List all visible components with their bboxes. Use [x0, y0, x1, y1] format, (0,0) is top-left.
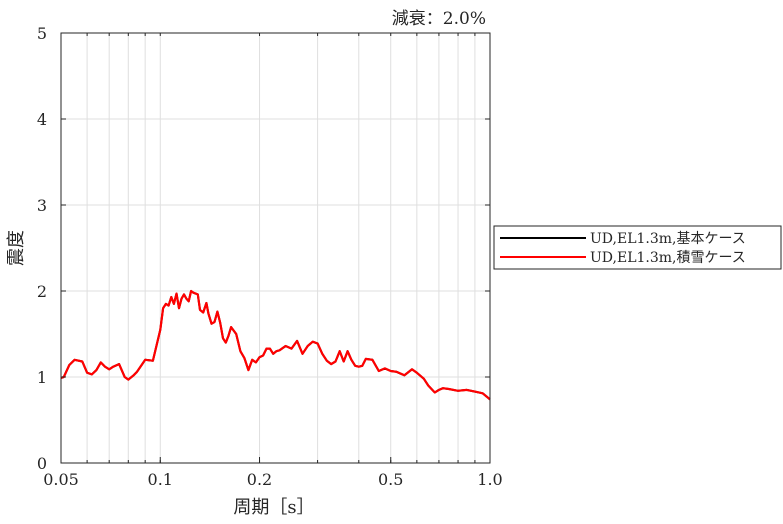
damping-annotation: 減衰：2.0% — [392, 9, 486, 29]
x-tick-label: 0.5 — [378, 470, 403, 489]
legend-label-base: UD,EL1.3m,基本ケース — [590, 230, 746, 247]
series-line-snow-case — [60, 289, 491, 401]
x-tick-label: 0.2 — [247, 470, 272, 489]
y-tick-label: 2 — [37, 282, 47, 301]
tick-layer: 0.05 0.1 0.2 0.5 1.0 0 1 2 3 4 5 — [37, 24, 503, 489]
grid-layer — [61, 33, 490, 463]
series-layer — [60, 289, 491, 401]
x-tick-label: 0.05 — [43, 470, 79, 489]
y-tick-label: 4 — [37, 110, 47, 129]
x-tick-label: 1.0 — [477, 470, 502, 489]
plot-frame — [60, 32, 491, 464]
y-axis-label: 震度 — [6, 230, 27, 266]
y-tick-label: 3 — [37, 196, 47, 215]
y-tick-label: 0 — [37, 454, 47, 473]
legend: UD,EL1.3m,基本ケース UD,EL1.3m,積雪ケース — [493, 225, 782, 270]
x-tick-label: 0.1 — [148, 470, 173, 489]
legend-box — [493, 225, 782, 270]
y-tick-label: 5 — [37, 24, 47, 43]
legend-label-snow: UD,EL1.3m,積雪ケース — [590, 250, 746, 266]
x-axis-label: 周期［s］ — [233, 497, 314, 518]
y-tick-label: 1 — [37, 368, 47, 387]
